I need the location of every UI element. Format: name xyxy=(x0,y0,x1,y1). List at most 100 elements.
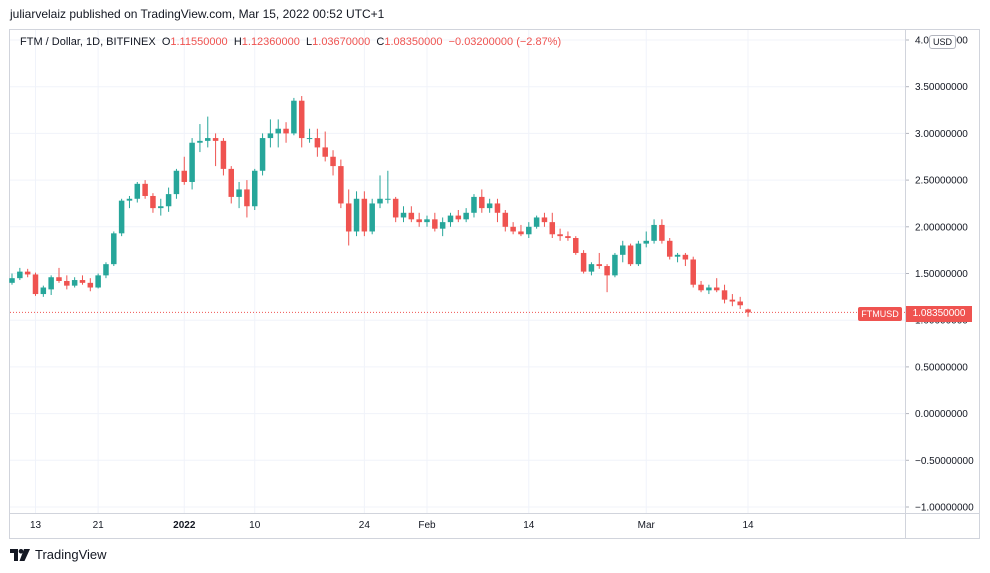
candle-body xyxy=(259,138,266,171)
candle-body xyxy=(745,309,751,313)
legend-open-label: O xyxy=(161,36,171,48)
candle-body xyxy=(392,198,399,218)
candle-body xyxy=(416,219,422,223)
y-tick-label: 3.50000000 xyxy=(915,82,968,93)
legend-symbol: FTM / Dollar, 1D, BITFINEX xyxy=(20,36,156,48)
candle-body xyxy=(298,100,305,139)
candle-body xyxy=(345,203,352,232)
candle-body xyxy=(353,198,360,232)
candle-body xyxy=(502,212,509,227)
candle-body xyxy=(197,140,203,143)
candle-body xyxy=(173,170,180,195)
x-tick-label: 21 xyxy=(93,520,105,531)
x-tick-label: 14 xyxy=(523,520,535,531)
candle-body xyxy=(518,231,524,235)
candle-body xyxy=(267,133,274,139)
legend-close-value: 1.08350000 xyxy=(384,36,443,48)
publisher-line: juliarvelaiz published on TradingView.co… xyxy=(10,7,385,21)
candle-body xyxy=(627,245,634,265)
y-tick-label: 3.00000000 xyxy=(915,129,968,140)
candle-body xyxy=(377,198,383,204)
candle-body xyxy=(134,183,141,199)
candle-body xyxy=(455,215,462,220)
candle-body xyxy=(651,224,657,241)
candle-body xyxy=(275,128,281,134)
candle-body xyxy=(64,280,70,286)
candle-body xyxy=(361,198,368,232)
brand-name: TradingView xyxy=(35,547,107,562)
candle-body xyxy=(118,200,125,234)
candle-body xyxy=(674,254,681,257)
candle-body xyxy=(87,282,94,288)
candle-body xyxy=(565,236,571,239)
x-tick-label: Feb xyxy=(418,520,436,531)
legend-change: −0.03200000 (−2.87%) xyxy=(448,36,562,48)
candle-body xyxy=(643,240,649,244)
y-tick-label: 0.00000000 xyxy=(915,409,968,420)
candle-body xyxy=(526,226,532,235)
candle-body xyxy=(549,222,556,235)
legend-high-label: H xyxy=(233,36,242,48)
x-tick-label: 13 xyxy=(30,520,42,531)
candle-body xyxy=(737,301,743,306)
candle-body xyxy=(111,233,117,265)
tradingview-brand[interactable]: TradingView xyxy=(10,547,107,562)
candle-body xyxy=(479,196,485,209)
y-tick-label: −1.00000000 xyxy=(915,503,974,514)
candle-body xyxy=(165,194,172,207)
candle-body xyxy=(314,138,321,148)
chart-frame xyxy=(9,29,980,539)
candle-body xyxy=(533,217,540,227)
candle-body xyxy=(408,212,415,220)
candle-body xyxy=(95,275,101,288)
last-price-label: 1.08350000 xyxy=(906,306,972,322)
candle-body xyxy=(251,170,258,207)
y-tick-label: 2.50000000 xyxy=(915,176,968,187)
candle-body xyxy=(228,168,234,197)
candle-body xyxy=(596,264,603,267)
candle-body xyxy=(189,142,195,182)
candle-body xyxy=(385,198,391,200)
candle-body xyxy=(580,252,587,272)
candle-body xyxy=(706,287,712,291)
candle-body xyxy=(150,195,156,209)
candle-body xyxy=(181,170,188,182)
candle-body xyxy=(17,271,23,279)
x-tick-label: 10 xyxy=(249,520,261,531)
candle-body xyxy=(447,215,454,223)
candle-body xyxy=(432,219,438,229)
candle-body xyxy=(729,299,736,302)
y-tick-label: −0.50000000 xyxy=(915,456,974,467)
candle-body xyxy=(620,245,626,255)
candle-body xyxy=(40,287,47,295)
candle-body xyxy=(557,234,563,237)
candle-body xyxy=(494,203,501,213)
candle-body xyxy=(439,222,446,229)
candle-body xyxy=(158,206,164,209)
tradingview-logo-icon xyxy=(10,548,30,561)
currency-button[interactable]: USD xyxy=(929,35,957,49)
candle-body xyxy=(205,138,211,141)
candle-body xyxy=(682,254,689,260)
candle-body xyxy=(56,277,62,281)
candle-body xyxy=(612,254,618,276)
y-tick-label: 2.00000000 xyxy=(915,222,968,233)
candle-body xyxy=(79,280,86,283)
candle-body xyxy=(541,217,548,223)
candle-body xyxy=(659,224,665,241)
legend-close-label: C xyxy=(376,36,385,48)
candle-body xyxy=(369,203,375,232)
last-price-symbol-label: FTMUSD xyxy=(858,307,902,321)
candle-body xyxy=(338,166,344,204)
candle-body xyxy=(283,128,289,134)
candle-body xyxy=(330,156,336,167)
candle-body xyxy=(236,189,242,197)
x-tick-label: 24 xyxy=(359,520,371,531)
candle-body xyxy=(244,189,250,207)
candle-body xyxy=(713,287,720,291)
candle-body xyxy=(142,183,148,196)
candle-body xyxy=(690,259,696,285)
candle-body xyxy=(486,203,493,209)
legend-low-value: 1.03670000 xyxy=(312,36,371,48)
